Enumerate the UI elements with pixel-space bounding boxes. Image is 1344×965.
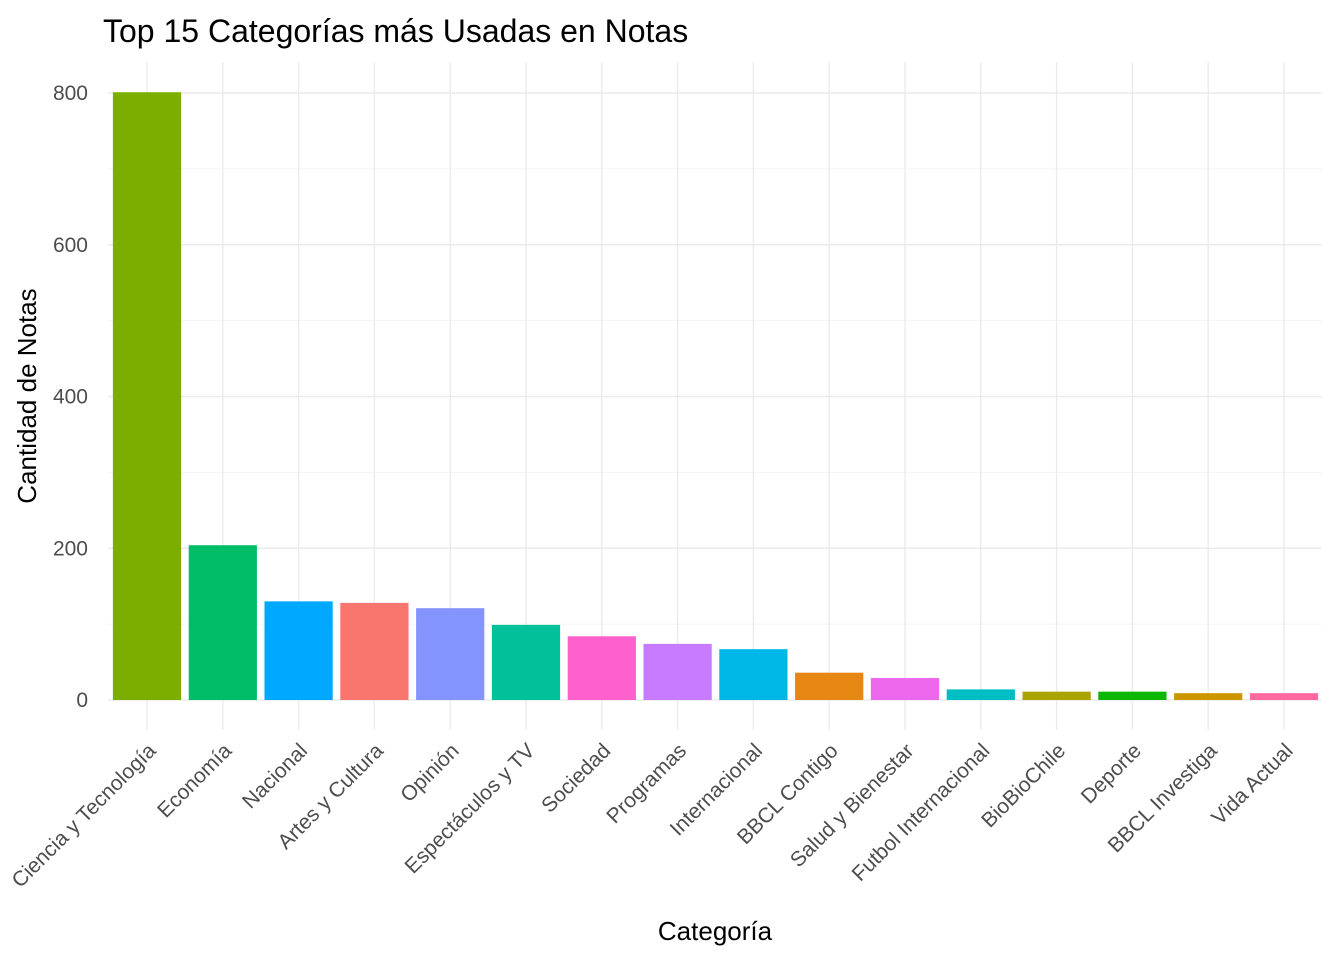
bar xyxy=(188,545,257,700)
chart-title: Top 15 Categorías más Usadas en Notas xyxy=(103,13,688,49)
bar xyxy=(112,92,182,700)
bar xyxy=(870,677,940,700)
x-tick-label: Deporte xyxy=(1077,739,1146,808)
bar xyxy=(795,672,864,700)
y-tick-label: 200 xyxy=(53,537,88,560)
y-tick-label: 800 xyxy=(53,82,88,105)
y-tick-label: 400 xyxy=(53,386,88,409)
bar xyxy=(1022,691,1091,700)
x-tick-label: Opinión xyxy=(396,739,463,806)
bars xyxy=(112,92,1319,700)
y-tick-label: 600 xyxy=(53,234,88,257)
y-axis-ticks: 0 200 400 600 800 xyxy=(53,82,88,712)
bar xyxy=(416,608,485,700)
x-tick-label: Vida Actual xyxy=(1207,739,1297,829)
x-axis-title: Categoría xyxy=(658,916,773,946)
x-tick-label: Sociedad xyxy=(537,739,615,817)
x-tick-label: Ciencia y Tecnología xyxy=(8,739,161,892)
bar xyxy=(491,624,561,700)
bar xyxy=(340,602,409,700)
y-axis-title: Cantidad de Notas xyxy=(12,288,42,503)
x-tick-label: Futbol Internacional xyxy=(848,739,995,886)
x-tick-label: Nacional xyxy=(238,739,312,813)
bar xyxy=(567,636,636,700)
bar xyxy=(719,649,788,700)
y-tick-label: 0 xyxy=(76,689,88,712)
bar xyxy=(1249,693,1319,700)
x-tick-label: Espectáculos y TV xyxy=(401,739,540,878)
bar xyxy=(1174,693,1243,700)
bar xyxy=(1098,691,1167,700)
bar xyxy=(643,643,712,700)
bar xyxy=(946,689,1015,700)
bar xyxy=(264,601,333,700)
x-tick-label: Economía xyxy=(153,739,236,822)
